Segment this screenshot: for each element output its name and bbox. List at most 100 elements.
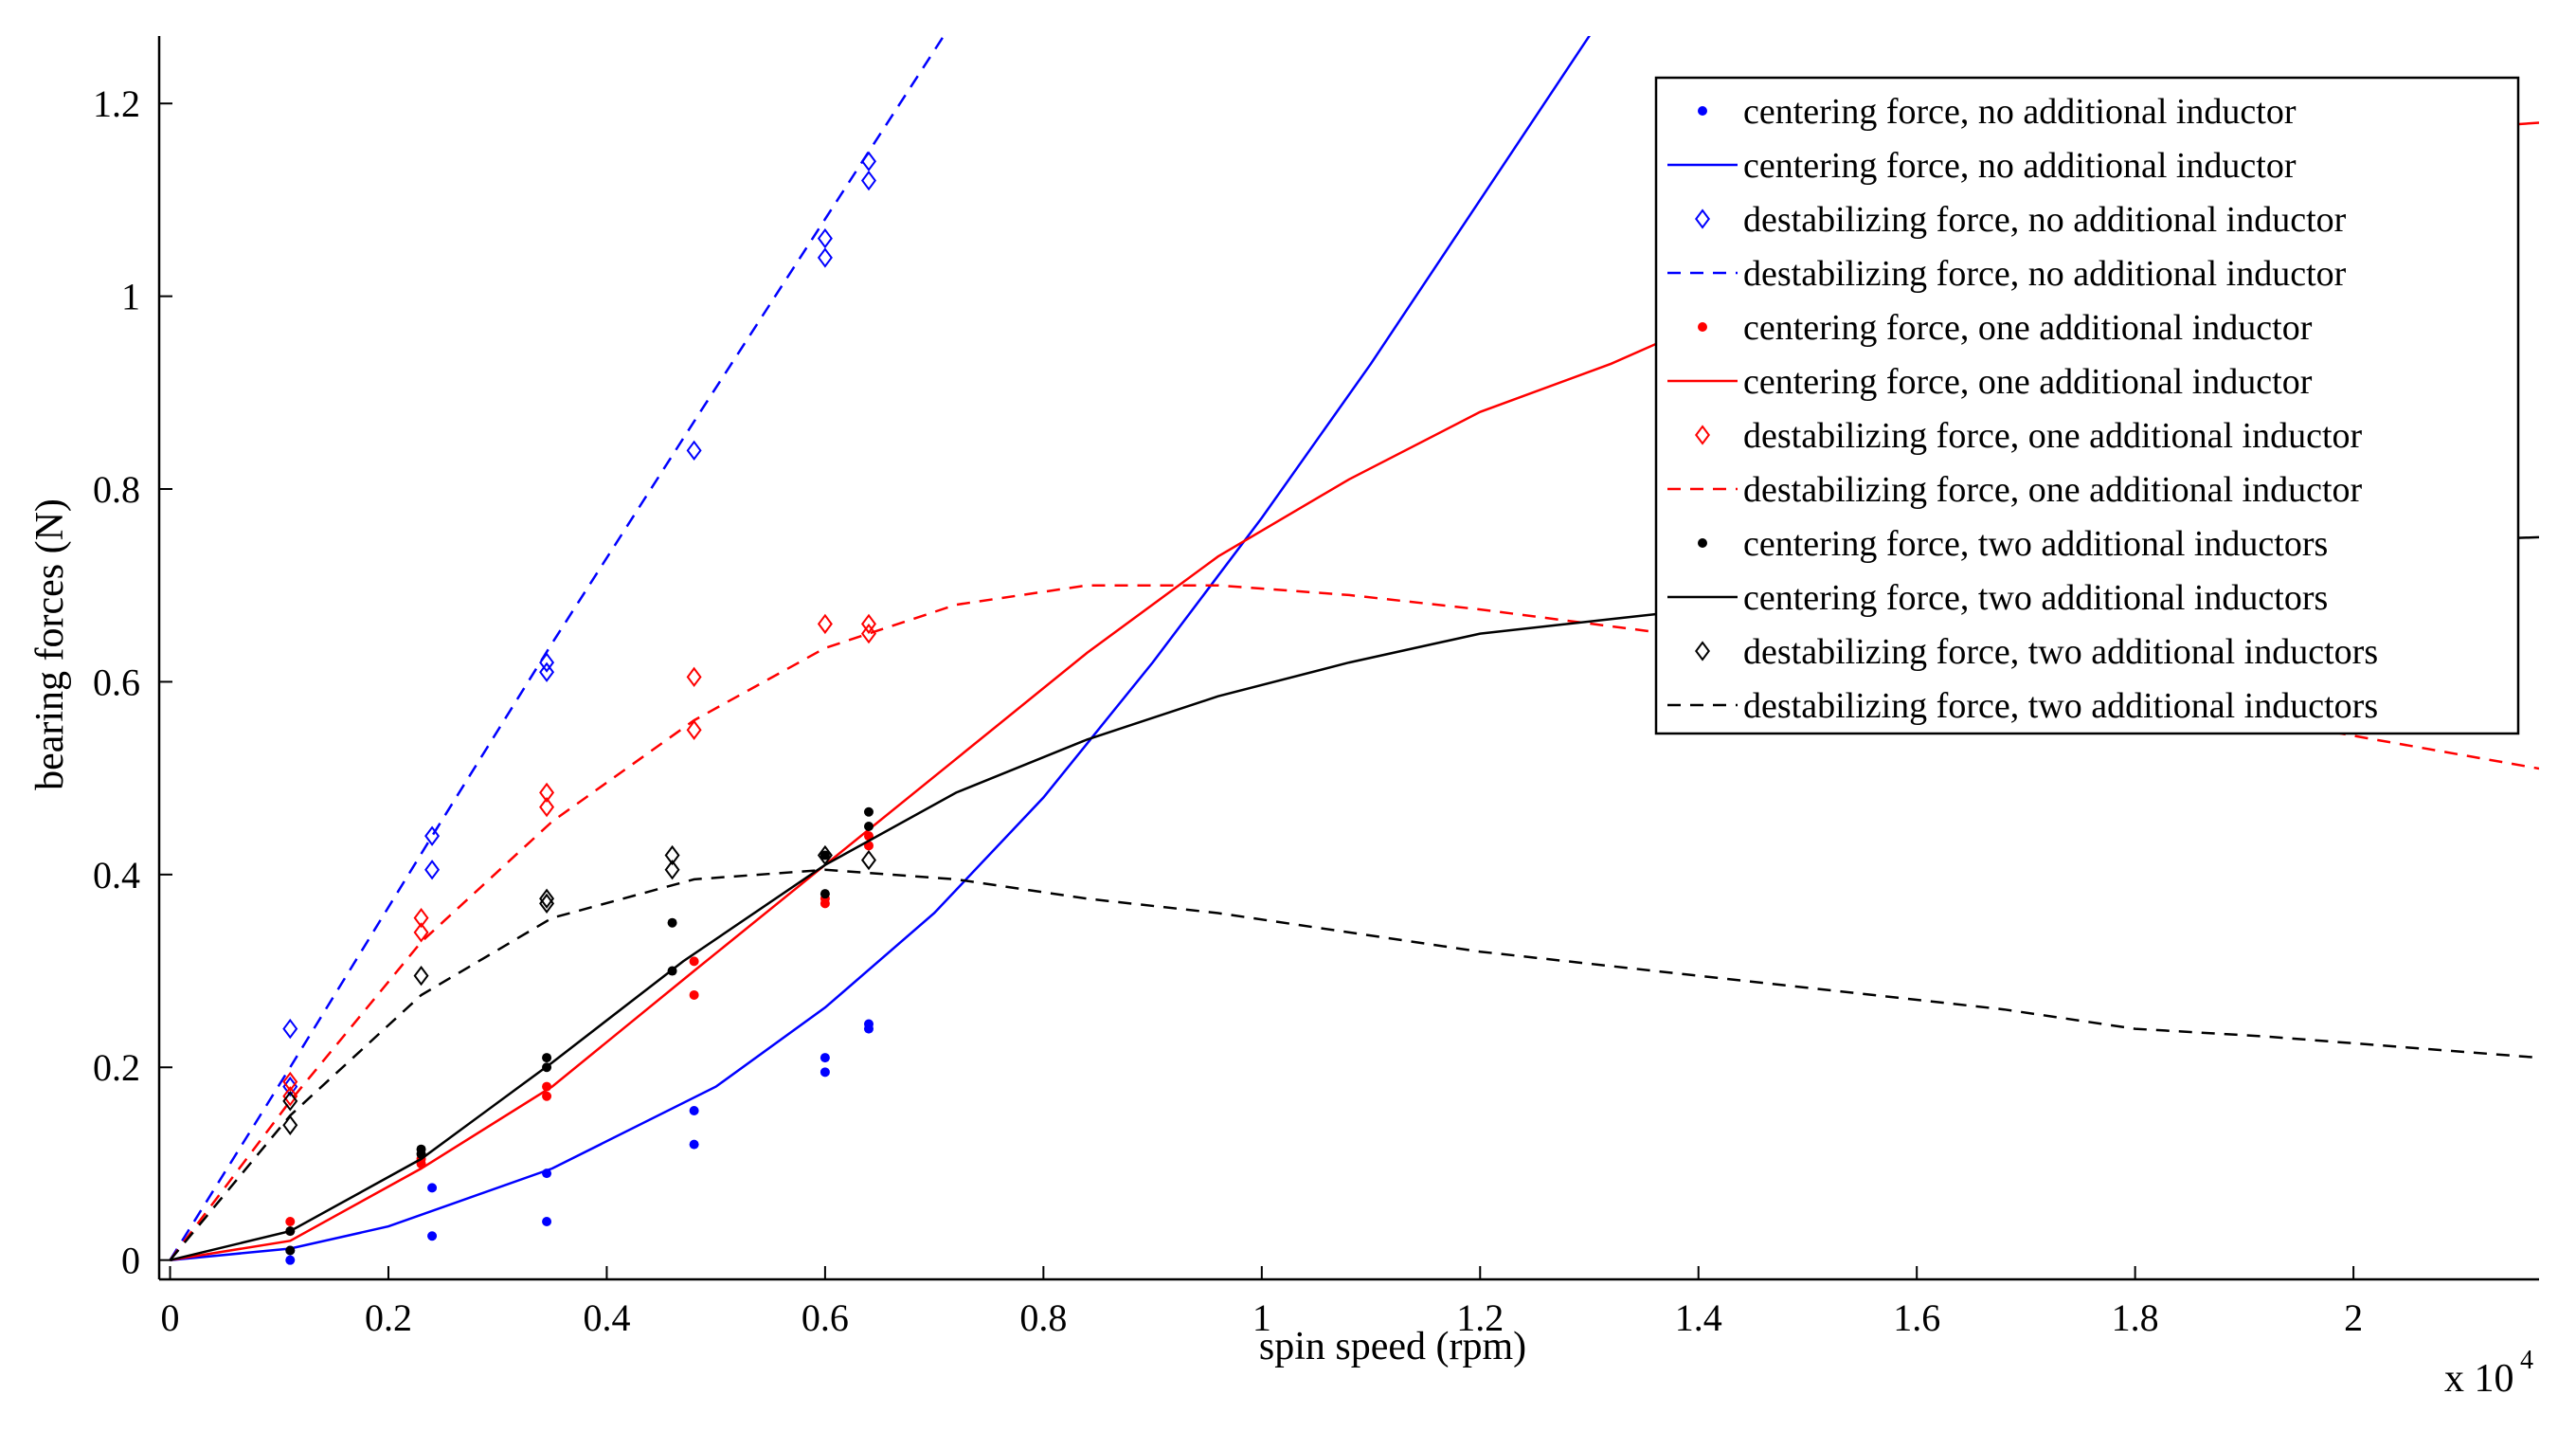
x-tick-label: 1.4 (1675, 1296, 1722, 1339)
data-point-diamond (282, 1018, 298, 1040)
y-tick-label: 1.2 (93, 82, 140, 125)
x-tick-label: 0 (161, 1296, 180, 1339)
y-tick-label: 0.6 (93, 661, 140, 703)
legend-label: centering force, one additional inductor (1743, 362, 2313, 402)
data-point-diamond (817, 227, 833, 249)
data-point-dot (542, 1053, 552, 1063)
data-point-dot (863, 821, 874, 831)
legend-label: destabilizing force, one additional indu… (1743, 470, 2363, 510)
y-tick-label: 0.4 (93, 854, 140, 897)
series-10-diamonds (282, 844, 876, 1135)
data-point-diamond (539, 888, 555, 909)
legend-entry: centering force, two additional inductor… (1667, 578, 2328, 618)
legend-entry: destabilizing force, one additional indu… (1667, 470, 2363, 510)
series-2-diamonds (282, 151, 876, 1097)
legend-label: destabilizing force, no additional induc… (1743, 200, 2347, 240)
legend-label: centering force, one additional inductor (1743, 308, 2313, 348)
data-point-dot (542, 1091, 552, 1101)
data-point-diamond (282, 1071, 298, 1093)
data-point-dot (285, 1216, 296, 1226)
data-point-dot (1698, 322, 1707, 332)
data-point-dot (427, 1183, 438, 1193)
data-point-dot (285, 1255, 296, 1265)
series-11-dashed (169, 868, 2539, 1261)
data-point-diamond (413, 965, 429, 987)
x-tick-label: 1.6 (1893, 1296, 1940, 1339)
data-point-diamond (686, 666, 702, 688)
series-3-dashed (169, 36, 946, 1261)
data-point-diamond (282, 1086, 298, 1107)
data-point-dot (667, 917, 677, 928)
legend-entry: centering force, no additional inductor (1698, 92, 2297, 132)
legend-entry: destabilizing force, no additional induc… (1695, 200, 2347, 240)
data-point-diamond (664, 844, 680, 866)
y-axis-label: bearing forces (N) (28, 498, 72, 790)
data-point-diamond (860, 849, 876, 871)
data-point-diamond (1695, 641, 1710, 661)
legend: centering force, no additional inductor c… (1654, 76, 2520, 735)
legend-entry: centering force, one additional inductor (1667, 362, 2313, 402)
legend-label: centering force, no additional inductor (1743, 146, 2297, 186)
x-axis-label: spin speed (rpm) (1259, 1325, 1526, 1368)
series-1-line (170, 36, 1591, 1261)
data-point-diamond (539, 782, 555, 804)
x-tick-label: 0.2 (365, 1296, 412, 1339)
data-point-diamond (282, 1114, 298, 1135)
data-point-dot (416, 1144, 426, 1154)
data-point-diamond (539, 796, 555, 818)
data-point-dot (820, 850, 830, 860)
data-point-dot (689, 1139, 699, 1150)
data-point-diamond (686, 440, 702, 461)
x-multiplier-base: x 10 (2444, 1357, 2514, 1401)
legend-entry: centering force, two additional inductor… (1698, 524, 2328, 564)
data-point-diamond (1695, 425, 1710, 445)
data-point-diamond (860, 151, 876, 172)
y-tick-label: 1 (121, 276, 140, 318)
data-point-diamond (539, 661, 555, 682)
legend-label: destabilizing force, two additional indu… (1743, 686, 2378, 726)
legend-label: centering force, two additional inductor… (1743, 524, 2328, 564)
x-tick-label: 0.6 (802, 1296, 849, 1339)
legend-label: centering force, no additional inductor (1743, 92, 2297, 132)
legend-label: destabilizing force, no additional induc… (1743, 254, 2347, 294)
data-point-dot (1698, 538, 1707, 548)
data-point-dot (863, 806, 874, 817)
series-dashed-line (169, 868, 2539, 1261)
data-point-diamond (413, 907, 429, 929)
legend-entry: centering force, one additional inductor (1698, 308, 2313, 348)
legend-label: destabilizing force, two additional indu… (1743, 632, 2378, 672)
legend-entry: destabilizing force, one additional indu… (1695, 416, 2363, 456)
x-tick-label: 1.2 (1456, 1296, 1504, 1339)
series-line (170, 36, 1591, 1261)
data-point-diamond (424, 860, 441, 880)
x-tick-label: 1.8 (2112, 1296, 2159, 1339)
data-point-dot (820, 1067, 830, 1078)
data-point-diamond (817, 613, 833, 635)
legend-entry: destabilizing force, no additional induc… (1667, 254, 2347, 294)
data-point-diamond (817, 247, 833, 268)
x-tick-label: 0.4 (583, 1296, 630, 1339)
ticks-layer: 0 0.2 0.4 0.6 0.8 1 1.2 1.4 1.6 1.8 2 0 0.2 0.4 0.6 0.8… (93, 82, 2363, 1339)
data-point-diamond (413, 922, 429, 943)
data-point-dot (689, 1106, 699, 1116)
x-tick-label: 2 (2344, 1296, 2363, 1339)
data-point-dot (689, 956, 699, 967)
legend-entry: destabilizing force, two additional indu… (1695, 632, 2378, 672)
data-point-diamond (1695, 208, 1710, 229)
legend-label: centering force, two additional inductor… (1743, 578, 2328, 618)
data-point-diamond (424, 825, 441, 846)
data-point-dot (542, 1216, 552, 1226)
data-point-diamond (664, 860, 680, 880)
data-point-diamond (860, 623, 876, 644)
data-point-diamond (817, 844, 833, 866)
data-point-dot (820, 889, 830, 899)
series-8-dots (285, 806, 874, 1256)
y-tick-label: 0 (121, 1240, 140, 1282)
legend-entry: destabilizing force, two additional indu… (1667, 686, 2378, 726)
legend-box (1654, 76, 2520, 735)
series-dashed-line (169, 36, 946, 1261)
y-tick-label: 0.2 (93, 1046, 140, 1089)
data-point-diamond (686, 719, 702, 740)
x-axis-multiplier: x 10 4 (2444, 1346, 2533, 1401)
